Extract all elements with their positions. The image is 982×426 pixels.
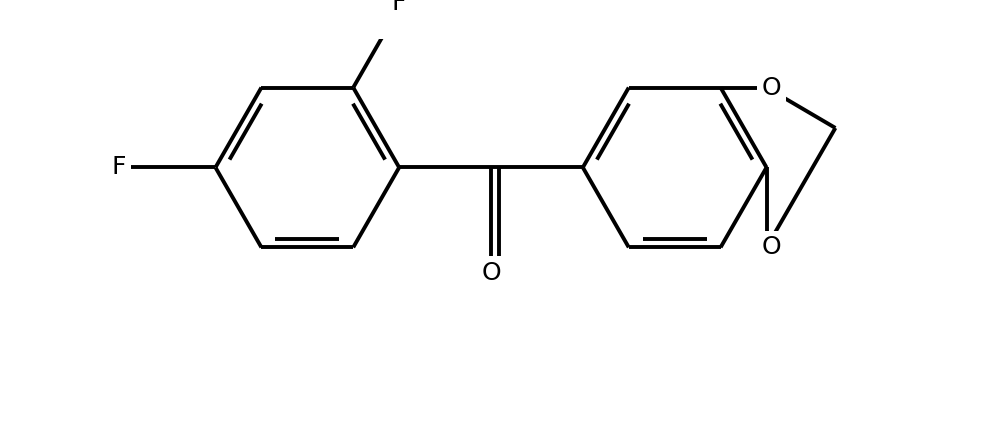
Text: O: O [761, 75, 781, 100]
Text: O: O [761, 235, 781, 259]
Text: F: F [112, 155, 127, 179]
Text: O: O [481, 261, 501, 285]
Text: F: F [392, 0, 407, 15]
